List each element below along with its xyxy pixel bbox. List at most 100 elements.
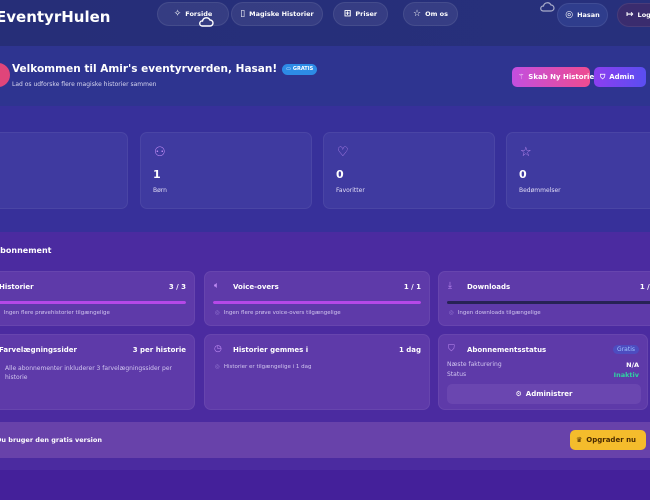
subscription-status-card: ⛉ Abonnementsstatus Gratis Næste fakturer… [438,334,648,410]
progress-bar [447,301,650,304]
nav-om-os[interactable]: ☆ Om os [403,2,458,26]
upgrade-label: Opgrader nu [586,436,637,444]
stat-value: 0 [519,168,527,181]
card-value: 1 dag [398,346,421,354]
card-title: Farvelægningssider [0,346,77,354]
free-version-banner [0,422,650,458]
stat-value: 0 [336,168,344,181]
stat-label: Favoritter [336,187,365,194]
card-title: Historier [0,283,34,291]
nav-label: Om os [425,10,448,18]
usage-card-voiceovers: 🔈︎ Voice-overs 1 / 1 ◎ Ingen flere prøve vo… [204,271,430,326]
manage-subscription-button[interactable]: ⚙ Administrer [447,384,641,404]
nav-priser[interactable]: ⊞ Priser [333,2,388,26]
welcome-subtitle: Lad os udforske flere magiske historier … [12,81,157,88]
speaker-icon: 🔈︎ [214,281,220,291]
card-note: ◎ Ingen downloads tilgængelige [449,310,541,316]
info-icon: ◎ [215,364,220,370]
card-value: 1 / 1 [639,283,650,291]
book-icon: ▭ [286,66,291,72]
card-value: 1 / 1 [403,283,421,291]
info-icon: ◎ [449,310,454,316]
heart-icon: ♡ [337,145,349,160]
welcome-heading: Velkommen til Amir's eventyrverden, Hasa… [12,63,318,75]
plan-badge: ▭ GRATIS [282,63,318,75]
card-title: Voice-overs [233,283,279,291]
card-value: 3 / 3 [168,283,186,291]
shield-icon: ⛉ [448,344,455,354]
logout-label: Log ud [637,11,650,19]
wand-icon: ⚚ [518,73,525,81]
tablet-icon: ▯ [240,9,246,19]
free-version-text: Du bruger den gratis version [0,436,103,444]
progress-fill [213,301,421,304]
coloring-pages-card: Farvelægningssider 3 per historie Alle ab… [0,334,195,410]
stat-card-ratings: ☆ 0 Bedømmelser [506,132,650,209]
next-billing-label: Næste fakturering [447,361,502,368]
crown-icon: ♛ [576,436,583,444]
user-circle-icon: ◎ [565,10,574,20]
card-note: ◎ Historier er tilgængelige i 1 dag [215,364,311,370]
progress-bar [0,301,186,304]
progress-bar [213,301,421,304]
card-note: ◎ Ingen flere prøve voice-overs tilgængel… [215,310,341,316]
manage-label: Administrer [525,390,573,398]
card-note-text: Historier er tilgængelige i 1 dag [223,364,312,370]
card-title: Downloads [467,283,511,291]
plan-badge-label: GRATIS [292,66,314,72]
progress-fill [0,301,186,304]
nav-label: Priser [355,10,378,18]
card-note-text: Ingen flere prøvehistorier tilgængelige [3,310,110,316]
users-icon: ⚇ [154,145,166,160]
top-header [0,0,650,46]
shield-icon: ⛉ [600,72,606,81]
stat-card-favorites: ♡ 0 Favoritter [323,132,495,209]
gift-icon: ⊞ [343,9,352,19]
upgrade-button[interactable]: ♛ Opgrader nu [570,430,646,450]
create-story-button[interactable]: ⚚ Skab Ny Historie [512,67,594,87]
card-note: Alle abonnementer inkluderer 3 farvelægn… [5,365,172,381]
status-label: Status [447,371,467,378]
cloud-icon [199,17,214,27]
nav-magiske-historier[interactable]: ▯ Magiske Historier [231,2,323,26]
bottom-section [0,470,650,500]
sparkles-icon: ✧ [173,9,182,19]
cloud-icon [540,2,555,12]
admin-button[interactable]: ⛉ Admin [594,67,646,87]
star-icon: ☆ [520,145,532,160]
admin-label: Admin [609,73,635,81]
logout-button[interactable]: ↦Log ud [617,3,650,27]
card-title: Abonnementsstatus [467,346,547,354]
stat-label: Bedømmelser [519,187,561,194]
card-note: ◎Ingen flere prøvehistorier tilgængelige [0,310,110,316]
user-button[interactable]: ◎ Hasan [557,3,608,27]
card-note-text: Ingen downloads tilgængelige [457,310,541,316]
card-value: 3 per historie [132,346,186,354]
logo[interactable]: EventyrHulen [0,8,111,26]
star-icon: ☆ [413,9,422,19]
retention-card: ◷ Historier gemmes i 1 dag ◎ Historier er t… [204,334,430,410]
next-billing-value: N/A [626,361,639,369]
card-title: Historier gemmes i [233,346,309,354]
status-badge: Gratis [613,345,639,354]
stat-card-children: ⚇ 1 Børn [140,132,312,209]
usage-card-stories: Historier 3 / 3 ◎Ingen flere prøvehistori… [0,271,195,326]
card-note-text: Ingen flere prøve voice-overs tilgængeli… [223,310,341,316]
nav-forside[interactable]: ✧ Forside [157,2,229,26]
download-icon: ⤓ [448,281,452,291]
nav-label: Magiske Historier [249,10,314,18]
create-story-label: Skab Ny Historie [528,73,595,81]
usage-card-downloads: ⤓ Downloads 1 / 1 ◎Ingen downloads tilgæng… [438,271,650,326]
clock-icon: ◷ [214,344,222,354]
avatar [0,63,10,87]
info-icon: ◎ [215,310,220,316]
logout-icon: ↦ [626,10,634,20]
subscription-title: Dit Abonnement [0,246,52,255]
welcome-title: Velkommen til Amir's eventyrverden, Hasa… [12,63,278,75]
user-name: Hasan [577,11,600,19]
status-value: Inaktiv [613,371,639,379]
stat-card-empty [0,132,128,209]
gear-icon: ⚙ [515,390,522,398]
stat-label: Børn [153,187,167,194]
nav-label: Forside [185,10,213,18]
